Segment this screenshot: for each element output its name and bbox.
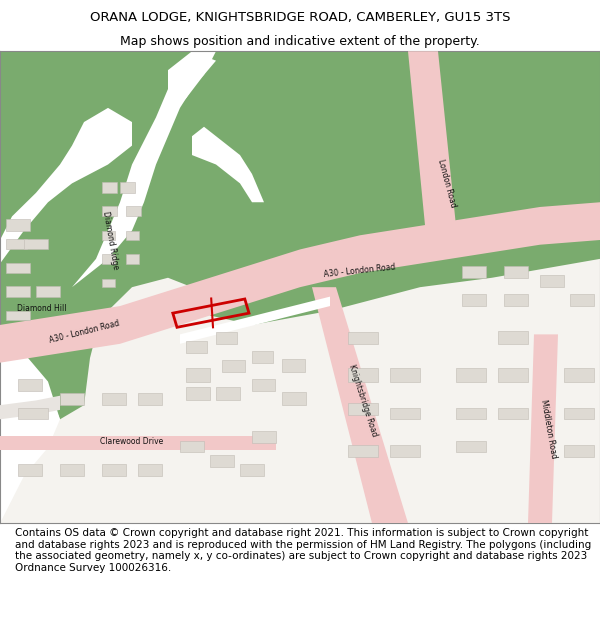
Bar <box>456 441 486 452</box>
Text: A30 - London Road: A30 - London Road <box>323 262 397 279</box>
Polygon shape <box>0 334 60 523</box>
Polygon shape <box>168 51 216 98</box>
Bar <box>564 408 594 419</box>
Bar <box>18 379 42 391</box>
Polygon shape <box>312 288 408 523</box>
Bar <box>252 351 273 362</box>
Bar <box>240 464 264 476</box>
Bar <box>222 361 245 372</box>
Bar <box>390 408 420 419</box>
Bar <box>348 402 378 414</box>
Text: Diamond Hill: Diamond Hill <box>17 304 67 313</box>
Bar <box>180 441 204 452</box>
Bar <box>390 368 420 381</box>
Bar <box>126 206 141 216</box>
Bar <box>348 332 378 344</box>
Bar <box>498 331 528 344</box>
Text: Diamond Ridge: Diamond Ridge <box>101 210 121 270</box>
Bar <box>570 294 594 306</box>
Bar <box>282 392 306 405</box>
Polygon shape <box>408 51 456 235</box>
Bar <box>186 368 210 381</box>
Bar <box>102 182 117 192</box>
Bar <box>126 254 139 264</box>
Text: Map shows position and indicative extent of the property.: Map shows position and indicative extent… <box>120 35 480 48</box>
Polygon shape <box>528 334 558 523</box>
Bar <box>498 368 528 381</box>
Bar <box>390 445 420 457</box>
Bar <box>6 286 30 297</box>
Text: Knightsbridge Road: Knightsbridge Road <box>347 363 379 438</box>
Bar <box>462 266 486 278</box>
Bar <box>102 254 115 264</box>
Text: Clarewood Drive: Clarewood Drive <box>100 438 164 446</box>
Bar <box>102 393 126 405</box>
Bar <box>60 393 84 405</box>
Polygon shape <box>0 202 600 362</box>
Bar <box>36 286 60 297</box>
Bar <box>18 408 48 419</box>
Bar <box>6 311 30 320</box>
Bar <box>252 379 275 391</box>
Text: Middleton Road: Middleton Road <box>539 399 559 459</box>
Bar <box>18 464 42 476</box>
Text: ORANA LODGE, KNIGHTSBRIDGE ROAD, CAMBERLEY, GU15 3TS: ORANA LODGE, KNIGHTSBRIDGE ROAD, CAMBERL… <box>90 11 510 24</box>
Bar <box>126 231 139 240</box>
Bar <box>24 239 48 249</box>
Bar <box>6 262 30 273</box>
Polygon shape <box>0 436 276 450</box>
Bar <box>138 464 162 476</box>
Bar <box>186 341 207 353</box>
Polygon shape <box>180 297 330 344</box>
Bar <box>102 206 117 216</box>
Bar <box>120 182 135 192</box>
Bar <box>564 368 594 381</box>
Bar <box>102 279 115 288</box>
Bar <box>138 393 162 405</box>
Text: A30 - London Road: A30 - London Road <box>48 319 120 345</box>
Polygon shape <box>0 396 60 419</box>
Text: London Road: London Road <box>436 158 458 209</box>
Bar <box>564 445 594 457</box>
Polygon shape <box>0 51 600 419</box>
Polygon shape <box>0 108 132 264</box>
Bar <box>348 368 378 381</box>
Bar <box>216 388 240 401</box>
Bar <box>186 388 210 401</box>
Bar <box>210 455 234 466</box>
Polygon shape <box>168 56 216 118</box>
Bar <box>252 431 276 443</box>
Bar <box>102 464 126 476</box>
Bar <box>504 294 528 306</box>
Polygon shape <box>72 75 192 288</box>
Bar <box>348 445 378 457</box>
Bar <box>6 239 27 249</box>
Bar <box>456 368 486 381</box>
Bar <box>462 294 486 306</box>
Bar <box>6 219 30 231</box>
Polygon shape <box>192 127 264 202</box>
Text: Contains OS data © Crown copyright and database right 2021. This information is : Contains OS data © Crown copyright and d… <box>15 528 591 573</box>
Bar <box>102 231 115 240</box>
Bar <box>60 464 84 476</box>
Bar <box>456 408 486 419</box>
Bar <box>504 266 528 278</box>
Bar <box>498 408 528 419</box>
Bar <box>540 276 564 288</box>
Bar <box>216 332 237 344</box>
Bar <box>282 359 305 372</box>
